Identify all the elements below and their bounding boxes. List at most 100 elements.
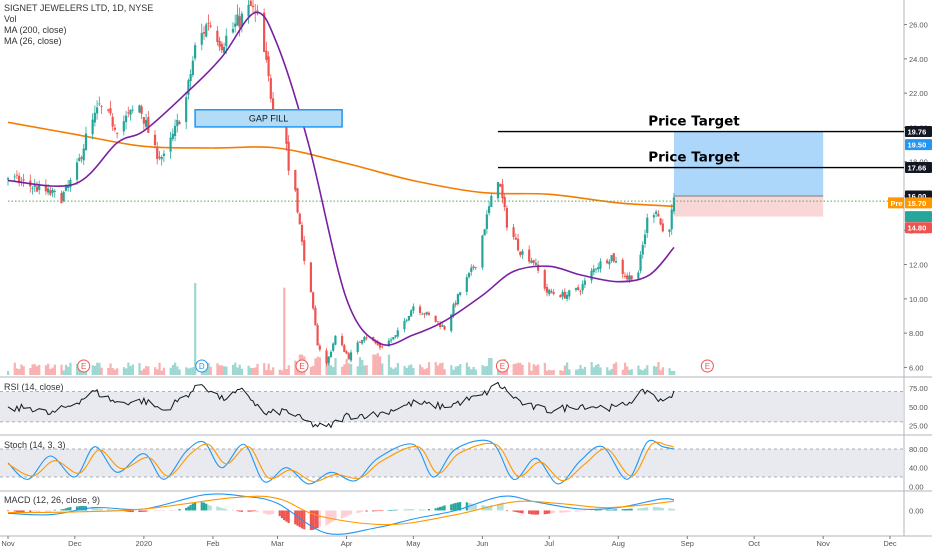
macd-histogram-bar	[599, 509, 602, 511]
macd-histogram-bar	[501, 502, 504, 511]
candle-body	[169, 137, 172, 152]
macd-histogram-bar	[294, 510, 297, 525]
macd-histogram-bar	[267, 510, 270, 515]
candle-body	[668, 229, 671, 232]
volume-bar	[394, 367, 397, 375]
volume-bar	[100, 367, 103, 375]
macd-title: MACD (12, 26, close, 9)	[4, 495, 101, 505]
candle-body	[296, 188, 299, 213]
macd-histogram-bar	[641, 507, 644, 511]
candle-body	[220, 43, 223, 51]
volume-bar	[205, 368, 208, 375]
volume-bar	[381, 363, 384, 375]
macd-legend: MACD (12, 26, close, 9)	[4, 495, 100, 506]
candle-body	[22, 179, 25, 181]
volume-bar	[459, 364, 462, 375]
candle-body	[191, 60, 194, 76]
macd-histogram-bar	[403, 509, 406, 511]
loss-zone	[673, 196, 824, 217]
candle-body	[287, 141, 290, 171]
volume-bar	[592, 367, 595, 375]
volume-bar	[646, 365, 649, 375]
macd-histogram-bar	[160, 510, 163, 512]
volume-bar	[350, 364, 353, 375]
candle-body	[147, 117, 150, 133]
macd-histogram-bar	[31, 510, 34, 512]
macd-histogram-bar	[418, 509, 422, 511]
macd-histogram-bar	[565, 510, 569, 513]
candle-body	[512, 227, 515, 238]
candle-body	[378, 343, 382, 348]
candle-body	[661, 223, 664, 232]
rsi-tick-label: 50.00	[909, 403, 928, 412]
volume-bar	[606, 367, 609, 375]
grid-lines	[0, 0, 932, 537]
event-marker-label: D	[199, 362, 205, 371]
time-tick-label: Nov	[1, 539, 15, 548]
macd-histogram-bar	[265, 510, 268, 514]
macd-histogram-bar	[124, 510, 128, 512]
macd-histogram-bar	[485, 506, 488, 511]
macd-histogram-bar	[285, 510, 288, 522]
volume-bar	[434, 362, 437, 375]
candle-body	[621, 259, 624, 275]
candle-body	[434, 315, 437, 322]
candle-body	[637, 272, 640, 279]
candle-body	[127, 112, 130, 114]
macd-histogram-bar	[583, 510, 586, 512]
volume-bar	[312, 365, 315, 375]
pre-market-label: Pre	[891, 199, 903, 208]
macd-histogram-bar	[521, 510, 524, 514]
macd-histogram-bar	[269, 510, 272, 515]
volume-bar	[154, 367, 157, 375]
volume-bar	[240, 368, 244, 375]
volume-bar	[436, 365, 440, 375]
macd-line	[7, 493, 675, 535]
macd-histogram-bar	[283, 510, 286, 521]
chart-title: SIGNET JEWELERS LTD, 1D, NYSE	[4, 3, 154, 13]
macd-histogram-bar	[200, 502, 203, 511]
macd-histogram-bar	[405, 509, 408, 511]
candle-body	[340, 336, 344, 346]
stoch-legend: Stoch (14, 3, 3)	[4, 440, 66, 451]
volume-bar	[419, 364, 422, 375]
candle-body	[614, 261, 618, 263]
candle-body	[425, 312, 428, 315]
macd-histogram-bar	[436, 507, 439, 511]
volume-bar	[127, 362, 130, 375]
candle-body	[626, 275, 629, 280]
macd-histogram-bar	[345, 510, 348, 517]
candle-body	[251, 5, 255, 8]
macd-histogram-bar	[29, 510, 32, 513]
volume-bar	[628, 369, 631, 375]
macd-histogram-bar	[314, 510, 317, 530]
time-tick-label: Aug	[612, 539, 625, 548]
gap-fill-label: GAP FILL	[249, 113, 288, 123]
candle-body	[376, 342, 379, 345]
macd-histogram-bar	[343, 510, 346, 518]
volume-bar	[218, 365, 221, 375]
macd-histogram-bar	[18, 510, 21, 513]
candle-body	[356, 342, 359, 352]
volume-bar	[111, 368, 114, 375]
volume-bar	[363, 365, 366, 375]
volume-bar	[672, 370, 676, 375]
candle-body	[563, 291, 566, 299]
macd-histogram-bar	[514, 510, 517, 513]
macd-histogram-bar	[577, 510, 580, 512]
price-label-text: 19.50	[908, 141, 927, 150]
candle-body	[254, 11, 257, 13]
volume-bar	[13, 362, 16, 375]
event-marker-label: E	[705, 362, 710, 371]
macd-histogram-bar	[254, 510, 257, 512]
candle-body	[240, 13, 243, 28]
volume-bar	[294, 360, 297, 375]
volume-bar	[378, 356, 382, 375]
volume-bar	[465, 362, 469, 375]
volume-bar	[334, 358, 337, 375]
candle-body	[205, 24, 208, 37]
volume-bar	[421, 367, 424, 375]
macd-histogram-bar	[207, 504, 210, 511]
macd-histogram-bar	[271, 510, 275, 514]
